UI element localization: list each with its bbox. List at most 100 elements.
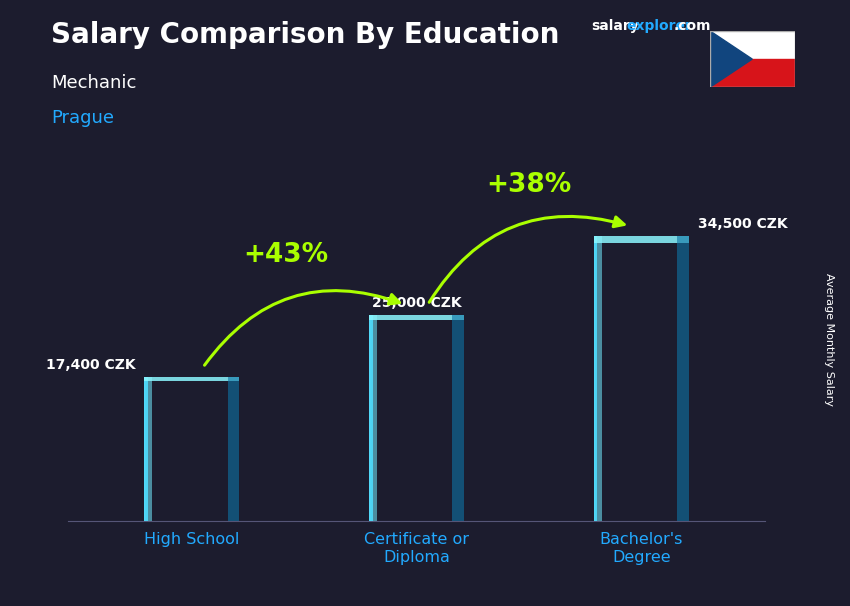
Bar [145,378,147,521]
Bar [595,236,597,521]
Bar [145,378,147,521]
Bar [371,315,372,521]
Bar [144,378,146,521]
Bar [228,378,239,521]
Bar [370,315,371,521]
Text: Average Monthly Salary: Average Monthly Salary [824,273,834,406]
Bar [145,378,147,521]
Bar [371,315,372,521]
Bar [145,378,147,521]
Bar [370,315,371,521]
Text: 25,000 CZK: 25,000 CZK [371,296,462,310]
Bar [144,378,147,521]
Bar [145,378,147,521]
Bar [596,236,598,521]
Bar [594,236,596,521]
Bar [145,378,147,521]
Bar [145,378,147,521]
Bar [145,378,148,521]
Bar [370,315,371,521]
Bar [145,378,147,521]
Bar [370,315,371,521]
Bar [595,236,597,521]
Bar [370,315,371,521]
Bar [370,315,371,521]
Bar [144,378,146,521]
Bar [144,378,239,381]
Bar [594,236,688,243]
Bar [145,378,147,521]
Bar [371,315,372,521]
Bar [595,236,598,521]
Bar [371,315,372,521]
Bar [595,236,597,521]
Bar [145,378,147,521]
Bar [677,236,688,521]
Bar [596,236,598,521]
Bar [144,378,146,521]
Bar [595,236,597,521]
Bar [144,378,147,521]
Bar [595,236,597,521]
Bar [595,236,597,521]
Bar [145,378,147,521]
Bar [594,236,596,521]
Bar [145,378,147,521]
Bar [144,378,146,521]
Bar [595,236,597,521]
Bar [370,315,372,521]
Bar [370,315,372,521]
Bar [371,315,372,521]
Text: +43%: +43% [244,242,329,268]
Bar [371,315,372,521]
Bar [371,315,372,521]
Bar [145,378,147,521]
Bar [595,236,597,521]
Bar [370,315,371,521]
Bar [595,236,597,521]
Bar [371,315,372,521]
Bar [596,236,598,521]
Bar [145,378,147,521]
Bar [370,315,371,521]
Bar [452,315,464,521]
Bar [145,378,148,521]
Bar [144,378,146,521]
Bar [145,378,147,521]
Bar [371,315,372,521]
Bar [370,315,371,521]
Bar [371,315,372,521]
Bar [145,378,147,521]
Text: explorer: explorer [626,19,692,33]
Bar [370,315,371,521]
Bar [596,236,598,521]
Bar [594,236,602,521]
Bar [145,378,147,521]
Text: salary: salary [591,19,638,33]
Bar [594,236,596,521]
Bar [595,236,597,521]
Bar [370,315,371,521]
Bar [370,315,371,521]
Bar [144,378,146,521]
Bar [595,236,597,521]
Text: 17,400 CZK: 17,400 CZK [46,358,135,373]
Bar [370,315,371,521]
Bar [596,236,598,521]
Bar [595,236,597,521]
Bar [370,315,371,521]
Text: +38%: +38% [486,172,571,198]
Bar [145,378,147,521]
Bar [596,236,598,521]
Bar [594,236,596,521]
Bar [145,378,147,521]
Bar [145,378,147,521]
Bar [596,236,598,521]
Bar [144,378,146,521]
Bar [371,315,372,521]
Bar [595,236,597,521]
Bar [595,236,597,521]
Bar [371,315,372,521]
Bar [146,378,148,521]
Bar [145,378,147,521]
